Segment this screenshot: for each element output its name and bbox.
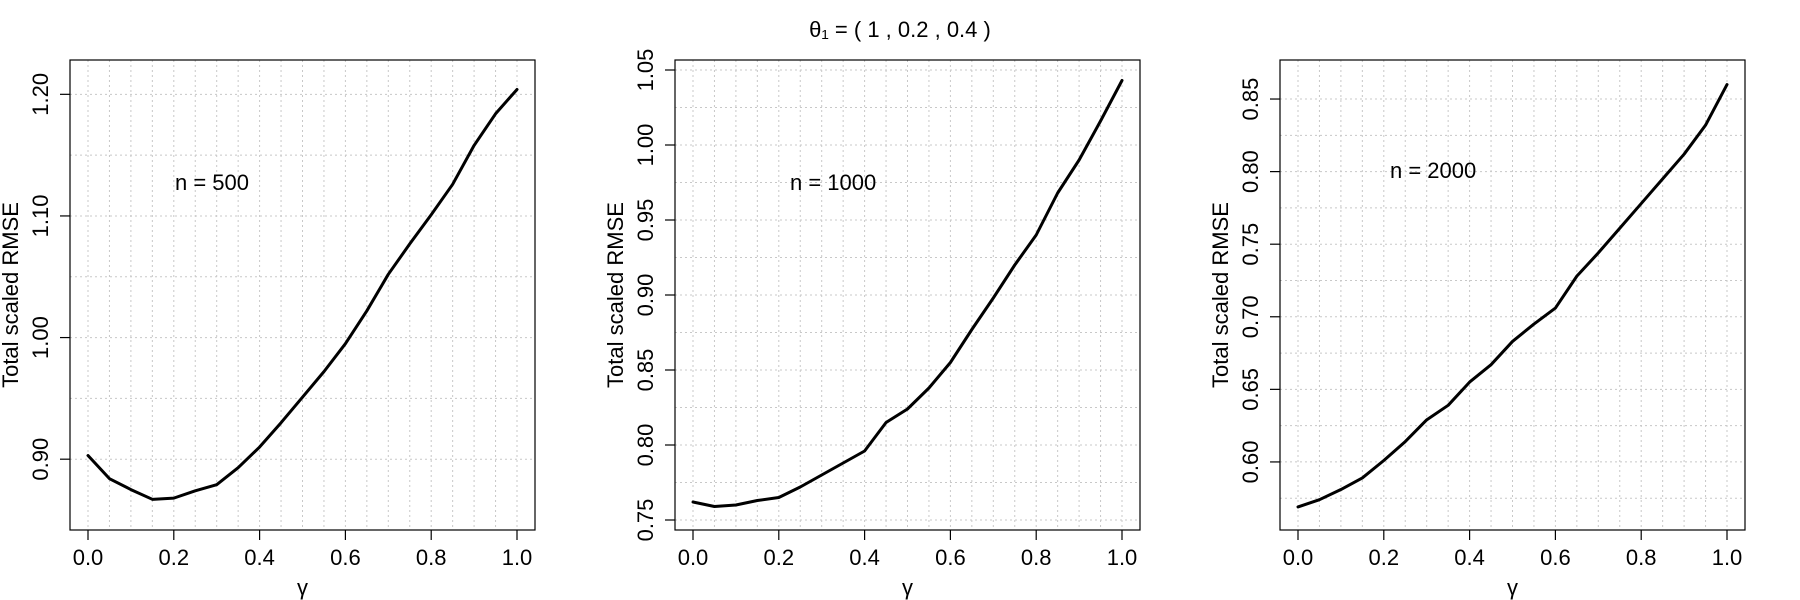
panel-2-x-tick-label-1: 0.2	[764, 545, 795, 570]
panel-2-x-tick-label-4: 0.8	[1021, 545, 1052, 570]
panel-3-y-tick-label-5: 0.85	[1238, 78, 1263, 121]
panel-1-annotation: n = 500	[175, 170, 249, 195]
panel-3-x-tick-label-0: 0.0	[1283, 545, 1314, 570]
panel-2-x-tick-label-0: 0.0	[678, 545, 709, 570]
panel-3-x-axis-label: γ	[1507, 575, 1518, 600]
panel-2-y-tick-label-4: 0.95	[633, 199, 658, 242]
panel-3-y-tick-label-0: 0.60	[1238, 441, 1263, 484]
panel-2-y-tick-label-3: 0.90	[633, 274, 658, 317]
chart-panel-3: 0.0 0.2 0.4 0.6 0.8 1.0 0.60 0.65 0.70 0.75 0.80 0.…	[1208, 59, 1746, 600]
figure-title: θ₁ = ( 1 , 0.2 , 0.4 )	[809, 17, 991, 42]
panel-3-x-tick-label-4: 0.8	[1626, 545, 1657, 570]
panel-2-y-tick-label-5: 1.00	[633, 124, 658, 167]
panel-3-y-axis-label: Total scaled RMSE	[1208, 202, 1233, 388]
panel-3-x-tick-label-5: 1.0	[1712, 545, 1743, 570]
panel-1-x-tick-label-0: 0.0	[73, 545, 104, 570]
chart-panel-1: 0.0 0.2 0.4 0.6 0.8 1.0 0.90 1.00 1.10 1.20 γ Total…	[0, 59, 536, 600]
panel-2-x-tick-label-5: 1.0	[1107, 545, 1138, 570]
panel-2-y-tick-label-1: 0.80	[633, 424, 658, 467]
panel-1-x-tick-label-1: 0.2	[159, 545, 190, 570]
panel-1-x-axis-label: γ	[297, 575, 308, 600]
panel-2-y-axis-label: Total scaled RMSE	[603, 202, 628, 388]
panel-1-y-tick-label-0: 0.90	[28, 438, 53, 481]
panel-1-y-axis-label: Total scaled RMSE	[0, 202, 23, 388]
panel-3-y-tick-label-1: 0.65	[1238, 368, 1263, 411]
panel-1-x-tick-label-5: 1.0	[502, 545, 533, 570]
panel-2-series-1-line	[691, 79, 1124, 508]
panel-1-x-tick-label-4: 0.8	[416, 545, 447, 570]
panel-3-x-tick-label-1: 0.2	[1369, 545, 1400, 570]
panel-2-y-tick-label-2: 0.85	[633, 349, 658, 392]
panel-3-y-tick-label-2: 0.70	[1238, 295, 1263, 338]
panel-2-y-tick-label-0: 0.75	[633, 499, 658, 542]
panel-1-y-tick-label-3: 1.20	[28, 73, 53, 116]
panel-2-x-tick-label-2: 0.4	[849, 545, 880, 570]
panel-1-x-tick-label-2: 0.4	[244, 545, 275, 570]
panel-1-series-1-line	[86, 87, 519, 501]
panel-1-frame	[69, 59, 536, 531]
panel-2-y-tick-label-6: 1.05	[633, 49, 658, 92]
panel-1-x-tick-label-3: 0.6	[330, 545, 361, 570]
panel-1-y-tick-label-1: 1.00	[28, 316, 53, 359]
panel-3-frame	[1279, 59, 1746, 531]
panel-3-y-tick-label-3: 0.75	[1238, 223, 1263, 266]
panel-3-series-1-line	[1296, 83, 1729, 509]
panel-2-x-tick-label-3: 0.6	[935, 545, 966, 570]
panel-3-x-tick-label-2: 0.4	[1454, 545, 1485, 570]
panel-1-y-tick-label-2: 1.10	[28, 195, 53, 238]
panel-3-x-tick-label-3: 0.6	[1540, 545, 1571, 570]
chart-panel-2: 0.0 0.2 0.4 0.6 0.8 1.0 0.75 0.80 0.85 0.90 0.95 1.…	[603, 49, 1141, 600]
panel-3-y-tick-label-4: 0.80	[1238, 150, 1263, 193]
panel-3-annotation: n = 2000	[1390, 158, 1476, 183]
panel-2-annotation: n = 1000	[790, 170, 876, 195]
panel-2-x-axis-label: γ	[902, 575, 913, 600]
